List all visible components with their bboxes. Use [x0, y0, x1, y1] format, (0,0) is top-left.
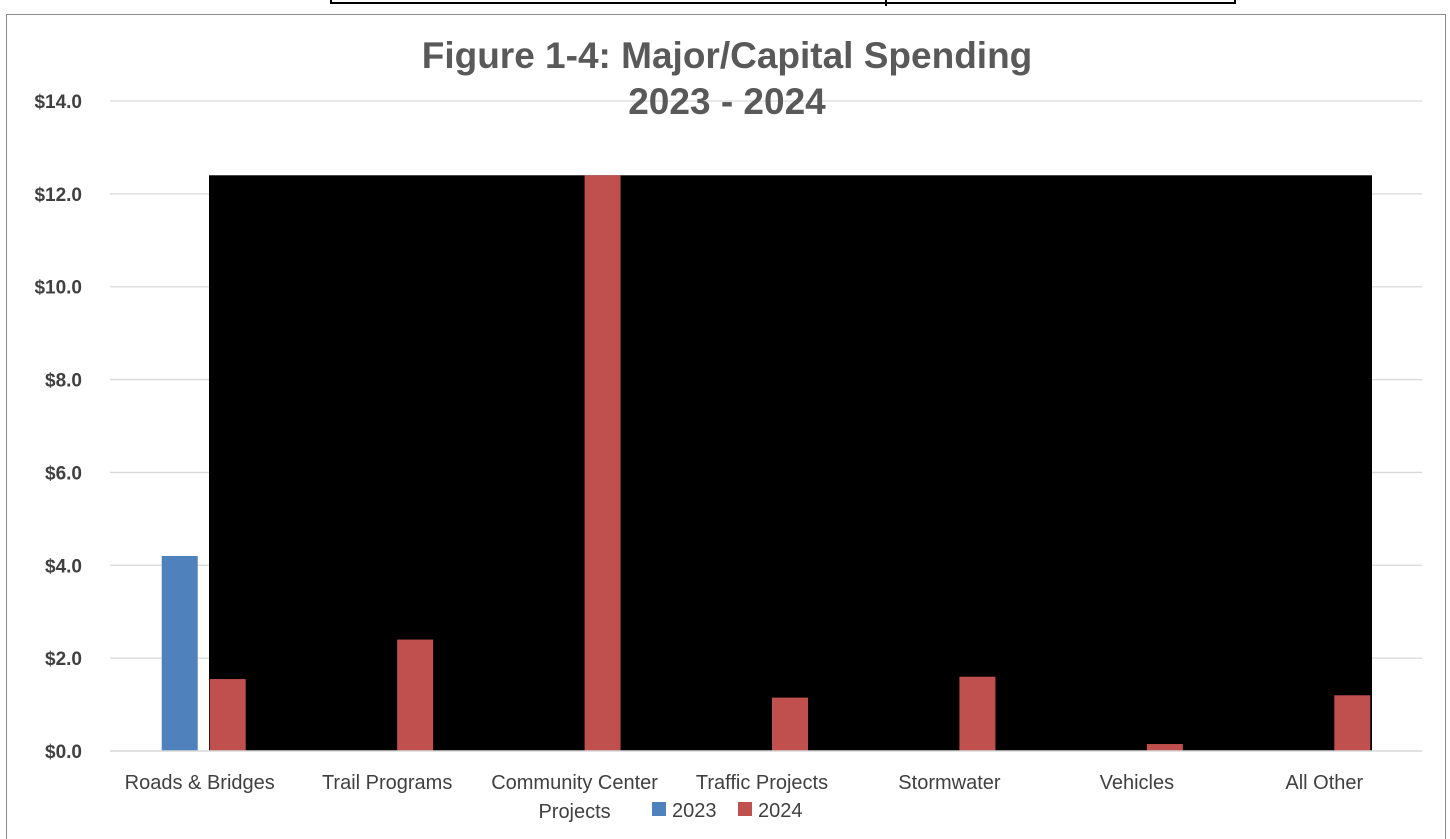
y-axis-ticks: $0.0 $2.0 $4.0 $6.0 $8.0 $10.0 $12.0 $14.0	[34, 92, 82, 763]
legend: 2023 2024	[652, 800, 803, 822]
x-category-label: Trail Programs	[322, 772, 452, 794]
y-tick-label: $8.0	[45, 371, 82, 392]
y-tick-label: $4.0	[45, 556, 82, 577]
y-tick-label: $6.0	[45, 463, 82, 484]
x-category-label: Vehicles	[1100, 772, 1175, 794]
x-category-label: All Other	[1285, 772, 1363, 794]
chart-title: Figure 1-4: Major/Capital Spending 2023 -…	[422, 35, 1033, 122]
bar-2024	[584, 175, 621, 752]
x-axis-categories: Roads & Bridges Trail Programs Community C…	[125, 772, 1364, 823]
x-category-label: Traffic Projects	[696, 772, 828, 794]
redaction-block	[209, 175, 1372, 752]
top-frame-divider	[885, 0, 887, 6]
bars	[161, 175, 1371, 752]
bar-2024	[1146, 744, 1183, 751]
legend-swatch	[652, 802, 666, 816]
bar-2024	[209, 679, 246, 751]
chart-title-line: 2023 - 2024	[628, 81, 826, 122]
chart-title-line: Figure 1-4: Major/Capital Spending	[422, 35, 1033, 76]
chart-border	[6, 14, 1446, 839]
x-category-label: Roads & Bridges	[125, 772, 275, 794]
x-category-label: Projects	[538, 801, 610, 823]
legend-swatch	[738, 802, 752, 816]
y-tick-label: $0.0	[45, 742, 82, 763]
legend-label: 2024	[758, 800, 803, 822]
bar-2024	[959, 676, 996, 751]
legend-label: 2023	[672, 800, 717, 822]
bar-2024	[1334, 695, 1371, 751]
bar-2024	[772, 697, 808, 751]
y-tick-label: $14.0	[34, 92, 82, 113]
y-tick-label: $2.0	[45, 649, 82, 670]
y-tick-label: $10.0	[34, 278, 82, 299]
bar-2024	[397, 639, 434, 751]
x-category-label: Stormwater	[898, 772, 1001, 794]
bar-2023	[161, 556, 198, 751]
x-category-label: Community Center	[491, 772, 658, 794]
y-tick-label: $12.0	[34, 185, 82, 206]
top-frame-border	[330, 0, 1236, 4]
